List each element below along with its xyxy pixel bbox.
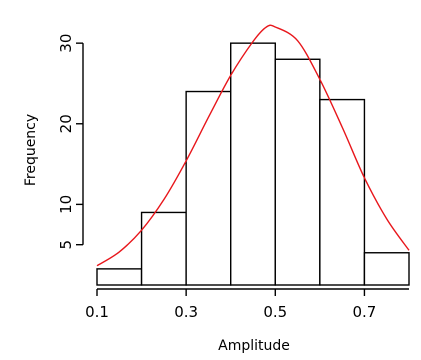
x-tick-label: 0.1 xyxy=(85,303,109,321)
y-tick-label: 30 xyxy=(57,34,75,53)
histogram-bar-3 xyxy=(185,90,232,286)
y-tick-label: 20 xyxy=(57,114,75,133)
x-axis-title: Amplitude xyxy=(218,338,290,354)
histogram-bar-5 xyxy=(274,58,321,286)
y-tick-label: 10 xyxy=(57,195,75,214)
axes xyxy=(82,43,409,290)
histogram-bar-2 xyxy=(140,211,187,286)
histogram-bar-7 xyxy=(363,252,410,286)
histogram-bars xyxy=(96,42,410,286)
y-axis-title: Frequency xyxy=(23,114,39,186)
x-tick-label: 0.7 xyxy=(352,303,376,321)
x-axis-ticks: 0.1 0.3 0.5 0.7 xyxy=(85,289,376,321)
histogram-bar-6 xyxy=(319,98,366,286)
x-tick-label: 0.3 xyxy=(174,303,198,321)
y-tick-label: 5 xyxy=(57,240,75,250)
normal-fit-curve xyxy=(96,24,410,267)
x-tick-label: 0.5 xyxy=(263,303,287,321)
histogram-bar-4 xyxy=(230,42,276,286)
y-axis-ticks: 5 10 20 30 xyxy=(57,34,83,250)
histogram-bar-1 xyxy=(96,268,143,286)
